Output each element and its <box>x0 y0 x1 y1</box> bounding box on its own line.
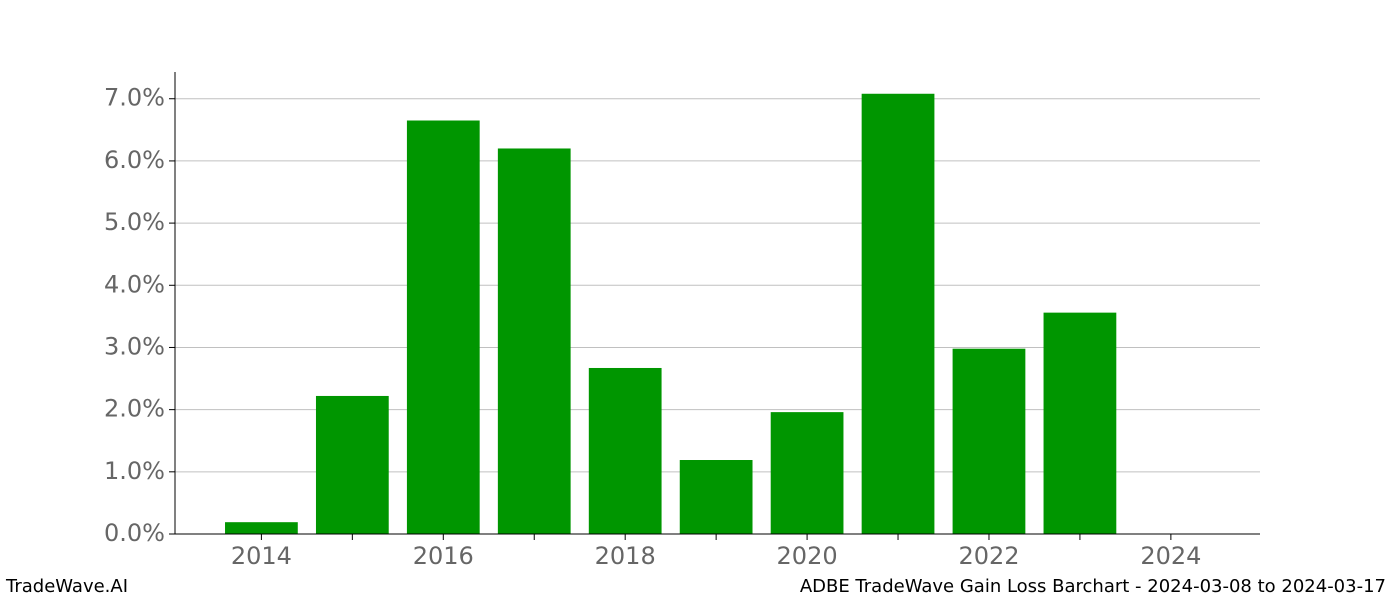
bar <box>588 367 662 534</box>
y-tick-label: 5.0% <box>104 208 165 236</box>
y-tick-label: 0.0% <box>104 519 165 547</box>
x-tick-label: 2024 <box>1140 542 1201 570</box>
x-tick-label: 2016 <box>413 542 474 570</box>
bar <box>406 120 480 534</box>
x-tick-label: 2014 <box>231 542 292 570</box>
bar <box>679 460 753 534</box>
bar <box>1043 312 1117 534</box>
x-tick-label: 2020 <box>777 542 838 570</box>
bar <box>225 522 298 534</box>
y-tick-label: 3.0% <box>104 332 165 360</box>
x-tick-label: 2022 <box>958 542 1019 570</box>
y-tick-label: 1.0% <box>104 457 165 485</box>
y-tick-label: 7.0% <box>104 84 165 112</box>
bar <box>497 148 571 535</box>
watermark: TradeWave.AI <box>5 576 128 597</box>
bar <box>770 412 844 534</box>
bar <box>861 93 935 534</box>
y-tick-label: 6.0% <box>104 146 165 174</box>
y-tick-label: 2.0% <box>104 395 165 423</box>
y-tick-label: 4.0% <box>104 270 165 298</box>
bar <box>952 348 1026 534</box>
chart-title: ADBE TradeWave Gain Loss Barchart - 2024… <box>800 576 1386 597</box>
x-tick-label: 2018 <box>595 542 656 570</box>
bar <box>315 395 389 534</box>
